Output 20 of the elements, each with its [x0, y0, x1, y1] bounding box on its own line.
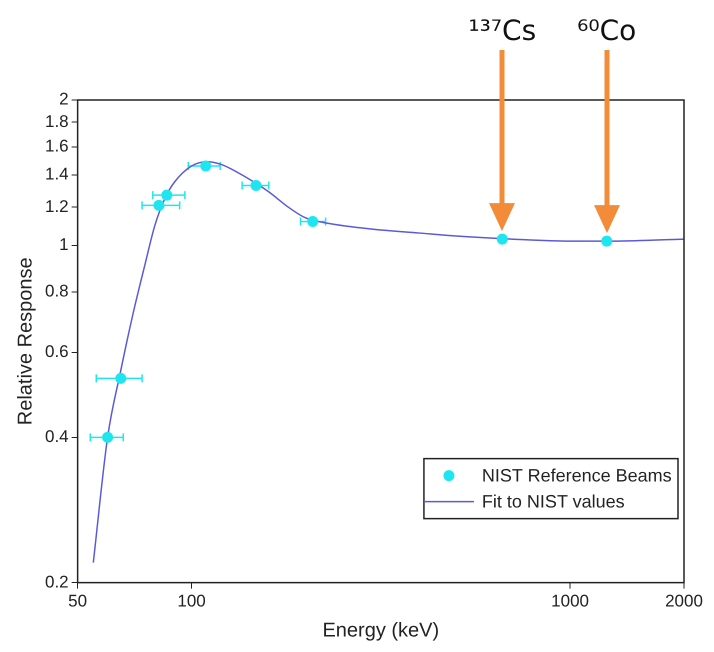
y-tick-label: 1.2 [44, 196, 69, 216]
y-tick-label: 1.8 [44, 112, 69, 131]
y-tick-label: 0.2 [44, 572, 69, 592]
y-tick-label: 2 [59, 90, 69, 109]
text: ¹³⁷Cs [468, 14, 536, 47]
y-tick-label: 1 [59, 234, 69, 254]
y-axis-title: Relative Response [14, 257, 37, 426]
x-tick-label: 1000 [551, 591, 589, 610]
y-tick-label: 0.4 [44, 427, 69, 446]
x-tick-label: 50 [68, 591, 88, 610]
legend-label: NIST Reference Beams [482, 466, 672, 486]
x-axis-title: Energy (keV) [322, 620, 440, 642]
legend-label: Fit to NIST values [482, 492, 625, 512]
y-tick-label: 0.6 [44, 342, 69, 362]
x-tick-label: 100 [177, 591, 206, 610]
y-tick-label: 1.4 [44, 164, 69, 184]
y-tick-label: 1.6 [44, 136, 69, 156]
y-tick-label: 0.8 [44, 282, 69, 301]
text: ⁶⁰Co [577, 14, 636, 47]
x-tick-label: 2000 [665, 591, 703, 610]
